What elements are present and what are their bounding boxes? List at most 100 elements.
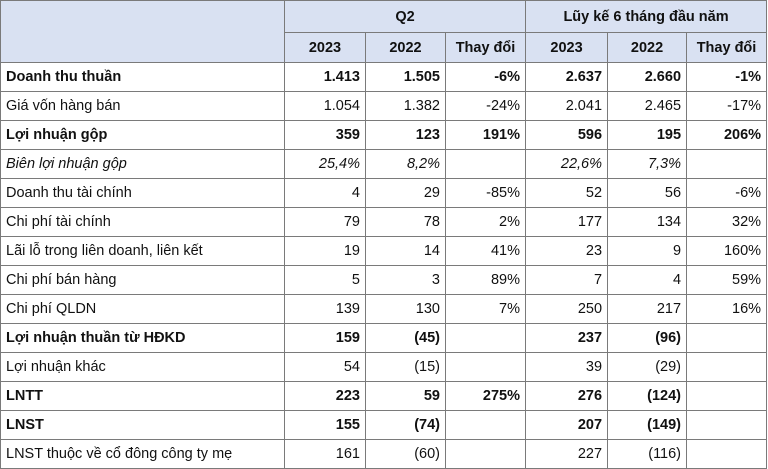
cell-value [686,149,768,179]
cell-value: 7% [444,294,527,324]
cell-value: 5 [284,265,366,295]
cell-value: 217 [607,294,688,324]
cell-value: 134 [607,207,688,237]
cell-value: 139 [284,294,366,324]
cell-value [444,149,527,179]
cell-value: 54 [284,352,366,382]
row-label: Doanh thu tài chính [0,178,285,208]
cell-value: 227 [525,439,609,469]
cell-value [444,410,527,440]
cell-value [686,410,768,440]
cell-value: 1.382 [365,91,446,121]
cell-value: 79 [284,207,366,237]
cell-value: 2.041 [525,91,609,121]
cell-value: 39 [525,352,609,382]
table-row: Lợi nhuận khác 54 (15) 39 (29) [0,352,768,382]
cell-value: (149) [607,410,688,440]
cell-value: 123 [365,120,446,150]
header-corner [0,0,285,63]
cell-value: 78 [365,207,446,237]
cell-value: 130 [365,294,446,324]
cell-value: 276 [525,381,609,411]
cell-value: 16% [686,294,768,324]
col-header-ytd-2022: 2022 [607,32,688,63]
cell-value [686,381,768,411]
table-row: Doanh thu tài chính 4 29 -85% 52 56 -6% [0,178,768,208]
cell-value: 3 [365,265,446,295]
table-row: Giá vốn hàng bán 1.054 1.382 -24% 2.041 2.465… [0,91,768,121]
cell-value: -1% [686,62,768,92]
cell-value: 160% [686,236,768,266]
row-label: Lợi nhuận thuần từ HĐKD [0,323,285,353]
cell-value: 2.465 [607,91,688,121]
cell-value: 206% [686,120,768,150]
cell-value: 596 [525,120,609,150]
cell-value: (74) [365,410,446,440]
cell-value: -85% [444,178,527,208]
table-row: LNST thuộc về cổ đông công ty mẹ 161 (60) 2… [0,439,768,469]
table-row: Biên lợi nhuận gộp 25,4% 8,2% 22,6% 7,3% [0,149,768,179]
table-row: Lợi nhuận gộp 359 123 191% 596 195 206% [0,120,768,150]
cell-value: 1.505 [365,62,446,92]
cell-value: 2.637 [525,62,609,92]
row-label: Chi phí tài chính [0,207,285,237]
header-group-row: Q2 Lũy kế 6 tháng đầu năm [0,0,768,63]
table-row: LNTT 223 59 275% 276 (124) [0,381,768,411]
cell-value: 4 [607,265,688,295]
cell-value: -6% [686,178,768,208]
cell-value: 29 [365,178,446,208]
cell-value: 41% [444,236,527,266]
cell-value: -6% [444,62,527,92]
cell-value: 7,3% [607,149,688,179]
cell-value: 25,4% [284,149,366,179]
cell-value: 2% [444,207,527,237]
row-label: Chi phí bán hàng [0,265,285,295]
row-label: Lợi nhuận khác [0,352,285,382]
cell-value: (124) [607,381,688,411]
cell-value: 59% [686,265,768,295]
row-label: Chi phí QLDN [0,294,285,324]
cell-value: 177 [525,207,609,237]
row-label: Lãi lỗ trong liên doanh, liên kết [0,236,285,266]
cell-value [686,439,768,469]
cell-value: 32% [686,207,768,237]
table-row: Chi phí QLDN 139 130 7% 250 217 16% [0,294,768,324]
row-label: Doanh thu thuần [0,62,285,92]
cell-value: 23 [525,236,609,266]
cell-value: 56 [607,178,688,208]
cell-value [686,323,768,353]
header-q2: Q2 [283,0,527,33]
cell-value [444,352,527,382]
cell-value: 89% [444,265,527,295]
row-label: LNST [0,410,285,440]
cell-value [686,352,768,382]
col-header-q2-2023: 2023 [284,32,366,63]
table-row: LNST 155 (74) 207 (149) [0,410,768,440]
cell-value: 191% [444,120,527,150]
cell-value: 359 [284,120,366,150]
cell-value: 1.413 [284,62,366,92]
cell-value: 2.660 [607,62,688,92]
cell-value: 22,6% [525,149,609,179]
cell-value: (45) [365,323,446,353]
cell-value: 159 [284,323,366,353]
cell-value: 19 [284,236,366,266]
col-header-ytd-change: Thay đổi [686,32,768,63]
table-row: Doanh thu thuần 1.413 1.505 -6% 2.637 2.660 -1… [0,62,768,92]
table-row: Lợi nhuận thuần từ HĐKD 159 (45) 237 (96) [0,323,768,353]
col-header-q2-2022: 2022 [365,32,446,63]
row-label: Biên lợi nhuận gộp [0,149,285,179]
cell-value: 7 [525,265,609,295]
col-header-q2-change: Thay đổi [444,32,527,63]
cell-value: (96) [607,323,688,353]
cell-value: 195 [607,120,688,150]
cell-value: 161 [284,439,366,469]
cell-value: 9 [607,236,688,266]
row-label: LNTT [0,381,285,411]
cell-value: 59 [365,381,446,411]
header-year-row: 2023 2022 Thay đổi 2023 2022 Thay đổi [1,32,768,63]
cell-value: 237 [525,323,609,353]
header-ytd: Lũy kế 6 tháng đầu năm [525,0,768,33]
cell-value: -17% [686,91,768,121]
cell-value: 250 [525,294,609,324]
